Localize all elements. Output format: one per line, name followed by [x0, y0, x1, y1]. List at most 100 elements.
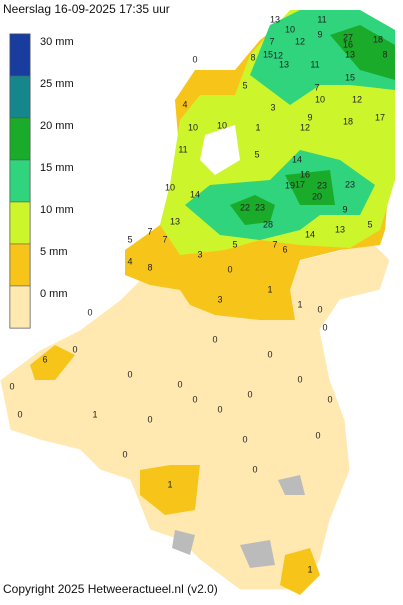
station-value: 4 — [182, 99, 187, 109]
station-value: 5 — [367, 219, 372, 229]
region-20mm — [230, 195, 275, 225]
legend-label: 20 mm — [40, 120, 74, 132]
station-value: 14 — [305, 229, 315, 239]
station-value: 7 — [162, 234, 167, 244]
legend-swatch — [9, 33, 31, 77]
station-value: 15 — [263, 49, 273, 59]
station-value: 5 — [242, 80, 247, 90]
station-value: 1 — [307, 564, 312, 574]
station-value: 18 — [343, 116, 353, 126]
station-value: 0 — [297, 374, 302, 384]
map-title: Neerslag 16-09-2025 17:35 uur — [3, 2, 170, 16]
region-5mm-south — [140, 465, 200, 515]
station-value: 0 — [147, 414, 152, 424]
station-value: 1 — [167, 479, 172, 489]
station-value: 0 — [247, 389, 252, 399]
station-value: 18 — [373, 34, 383, 44]
station-value: 16 — [343, 39, 353, 49]
legend-swatch — [9, 75, 31, 119]
station-value: 0 — [242, 434, 247, 444]
station-value: 14 — [292, 154, 302, 164]
station-value: 13 — [345, 49, 355, 59]
station-value: 13 — [170, 216, 180, 226]
station-value: 12 — [273, 50, 283, 60]
copyright: Copyright 2025 Hetweeractueel.nl (v2.0) — [3, 582, 218, 596]
station-value: 7 — [269, 36, 274, 46]
station-value: 17 — [295, 179, 305, 189]
station-value: 5 — [232, 239, 237, 249]
station-value: 0 — [252, 464, 257, 474]
station-value: 4 — [127, 256, 132, 266]
station-value: 0 — [17, 409, 22, 419]
station-value: 3 — [217, 294, 222, 304]
station-value: 0 — [317, 304, 322, 314]
station-value: 8 — [147, 262, 152, 272]
station-value: 10 — [217, 120, 227, 130]
legend: 30 mm 25 mm 20 mm 15 mm 10 mm 5 mm 0 mm — [9, 33, 74, 329]
legend-label: 15 mm — [40, 162, 74, 174]
legend-swatch — [9, 159, 31, 203]
station-value: 5 — [127, 234, 132, 244]
station-value: 0 — [217, 404, 222, 414]
station-value: 0 — [192, 54, 197, 64]
station-value: 7 — [272, 239, 277, 249]
water — [200, 125, 240, 175]
station-value: 22 — [240, 202, 250, 212]
station-value: 10 — [315, 94, 325, 104]
land — [0, 10, 395, 595]
station-value: 0 — [327, 394, 332, 404]
station-value: 12 — [295, 36, 305, 46]
no-data-area — [278, 475, 305, 495]
station-value: 9 — [317, 29, 322, 39]
legend-label: 5 mm — [40, 246, 68, 258]
station-value: 11 — [310, 59, 319, 69]
station-value: 27 — [343, 32, 353, 42]
station-value: 13 — [270, 14, 280, 24]
station-value: 1 — [267, 284, 272, 294]
station-value: 1 — [92, 409, 97, 419]
station-value: 0 — [227, 264, 232, 274]
station-value: 10 — [188, 122, 198, 132]
station-value: 8 — [382, 49, 387, 59]
station-value: 1 — [255, 122, 260, 132]
station-value: 3 — [270, 102, 275, 112]
station-value: 10 — [285, 24, 295, 34]
station-value: 20 — [312, 191, 322, 201]
station-value: 8 — [250, 52, 255, 62]
legend-swatch — [9, 243, 31, 287]
no-data-area — [172, 530, 195, 555]
station-value: 11 — [317, 14, 326, 24]
station-value: 6 — [282, 244, 287, 254]
station-value: 0 — [322, 322, 327, 332]
station-value: 23 — [345, 179, 355, 189]
region-20mm-east — [285, 170, 335, 205]
region-5mm-se — [280, 548, 320, 595]
station-value: 13 — [279, 59, 289, 69]
legend-swatch — [9, 201, 31, 245]
no-data-area — [240, 540, 275, 568]
region-5mm-coast — [30, 345, 75, 380]
station-value: 6 — [42, 354, 47, 364]
station-value: 7 — [314, 82, 319, 92]
station-value: 0 — [127, 369, 132, 379]
legend-label: 10 mm — [40, 204, 74, 216]
station-value: 11 — [178, 144, 187, 154]
station-value: 16 — [300, 169, 310, 179]
legend-label: 25 mm — [40, 78, 74, 90]
region-20mm-north — [330, 25, 395, 80]
station-value: 15 — [345, 72, 355, 82]
station-value: 0 — [72, 344, 77, 354]
station-value: 23 — [255, 202, 265, 212]
station-value: 0 — [122, 449, 127, 459]
station-value: 12 — [352, 94, 362, 104]
station-value: 7 — [147, 226, 152, 236]
station-value: 0 — [87, 307, 92, 317]
station-value: 13 — [335, 224, 345, 234]
station-value: 12 — [300, 122, 310, 132]
legend-label: 0 mm — [40, 288, 68, 300]
station-value: 19 — [285, 180, 295, 190]
station-value: 0 — [267, 349, 272, 359]
